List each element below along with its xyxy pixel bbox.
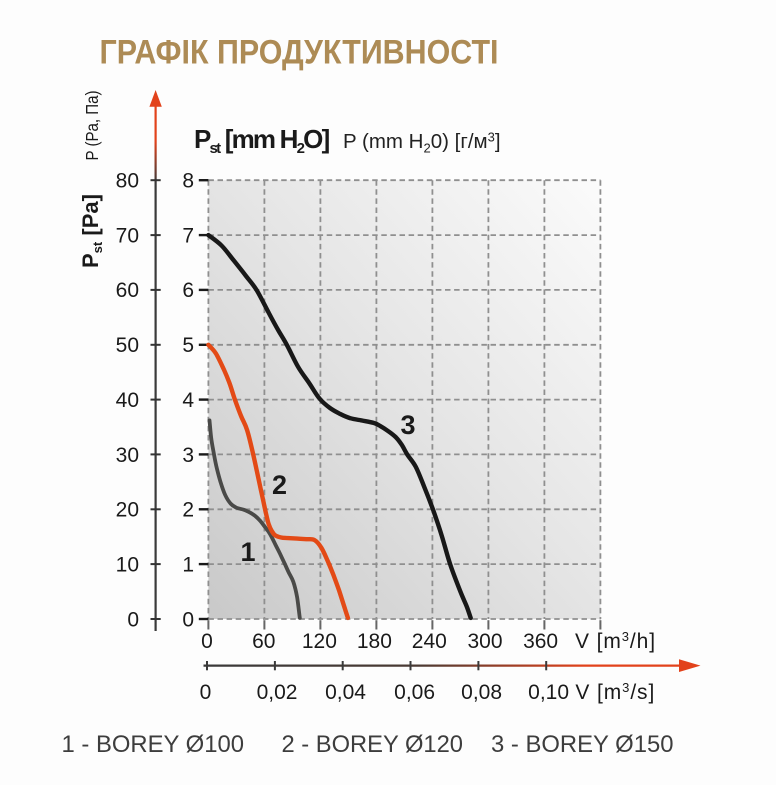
svg-text:Pst [Pa]: Pst [Pa] [78,194,105,268]
svg-text:7: 7 [182,224,194,247]
svg-text:20: 20 [116,499,139,522]
svg-text:360: 360 [523,630,558,653]
svg-text:8: 8 [182,170,194,193]
svg-text:2 - BOREY Ø120: 2 - BOREY Ø120 [282,731,464,758]
svg-text:0,02: 0,02 [257,681,298,704]
svg-text:0,04: 0,04 [325,681,366,704]
svg-text:5: 5 [182,334,194,357]
svg-text:V [m3/h]: V [m3/h] [575,629,656,653]
svg-text:0: 0 [127,608,139,631]
svg-text:50: 50 [116,334,139,357]
svg-text:V [m3/s]: V [m3/s] [575,680,655,704]
svg-text:60: 60 [116,279,139,302]
svg-text:0: 0 [200,681,212,704]
svg-text:P (mm H20) [г/м3]: P (mm H20) [г/м3] [343,130,501,156]
svg-text:10: 10 [116,553,139,576]
svg-text:2: 2 [272,470,287,500]
svg-text:1: 1 [182,553,194,576]
svg-text:P (Pa, Па): P (Pa, Па) [82,91,102,161]
svg-text:2: 2 [182,499,194,522]
svg-text:30: 30 [116,444,139,467]
svg-text:180: 180 [357,630,392,653]
svg-text:1 - BOREY Ø100: 1 - BOREY Ø100 [62,731,245,758]
svg-text:3 - BOREY Ø150: 3 - BOREY Ø150 [491,731,674,758]
svg-text:3: 3 [182,444,194,467]
svg-text:70: 70 [116,224,139,247]
svg-text:240: 240 [412,630,447,653]
svg-text:0,10: 0,10 [528,681,569,704]
svg-text:ГРАФІК ПРОДУКТИВНОСТІ: ГРАФІК ПРОДУКТИВНОСТІ [100,34,499,72]
svg-text:300: 300 [467,630,502,653]
svg-text:1: 1 [240,537,255,567]
svg-text:0,08: 0,08 [461,681,502,704]
svg-text:40: 40 [116,389,139,412]
svg-text:3: 3 [400,410,415,440]
svg-text:6: 6 [182,279,194,302]
svg-text:60: 60 [252,630,275,653]
svg-text:0: 0 [201,630,213,653]
svg-text:80: 80 [116,170,139,193]
svg-text:0,06: 0,06 [394,681,435,704]
svg-text:120: 120 [302,630,337,653]
svg-text:0: 0 [182,608,194,631]
svg-text:4: 4 [182,389,194,412]
